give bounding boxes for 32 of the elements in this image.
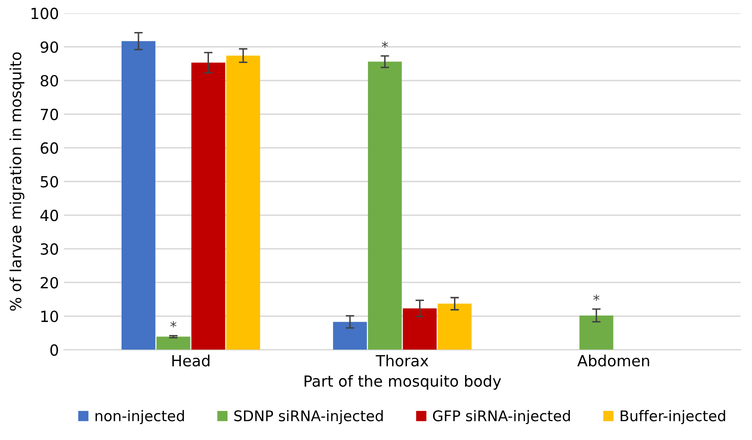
legend-label: SDNP siRNA-injected [234, 410, 383, 424]
bar [156, 336, 190, 350]
y-tick-label: 80 [40, 74, 58, 87]
bar [368, 62, 402, 350]
x-axis-title: Part of the mosquito body [304, 375, 502, 390]
y-tick-label: 10 [41, 310, 58, 322]
y-tick-label: 30 [40, 243, 58, 255]
y-axis-title: % of larvae migration in mosquito [10, 52, 24, 311]
bar [191, 62, 226, 350]
bar [438, 304, 472, 350]
annotation: * [593, 294, 600, 301]
bar [226, 56, 260, 350]
y-tick-label: 40 [40, 210, 58, 222]
bar [122, 41, 156, 350]
annotation: * [382, 41, 388, 48]
bar [333, 322, 367, 350]
y-tick-label: 70 [40, 108, 58, 120]
x-tick-label: Abdomen [577, 354, 650, 366]
x-tick-label: Head [172, 354, 210, 366]
bar [579, 315, 614, 350]
y-tick-label: 50 [40, 176, 58, 188]
y-tick-label: 60 [40, 142, 58, 154]
bar [402, 308, 437, 350]
y-tick-label: 90 [40, 41, 58, 53]
y-tick-label: 20 [40, 276, 58, 288]
legend-label: Buffer-injected [620, 410, 726, 424]
y-tick-label: 100 [32, 8, 58, 20]
y-tick-label: 0 [50, 344, 58, 356]
legend-label: GFP siRNA-injected [433, 410, 570, 424]
annotation: * [170, 321, 176, 328]
legend-label: non-injected [96, 410, 184, 424]
x-tick-label: Thorax [376, 354, 428, 366]
